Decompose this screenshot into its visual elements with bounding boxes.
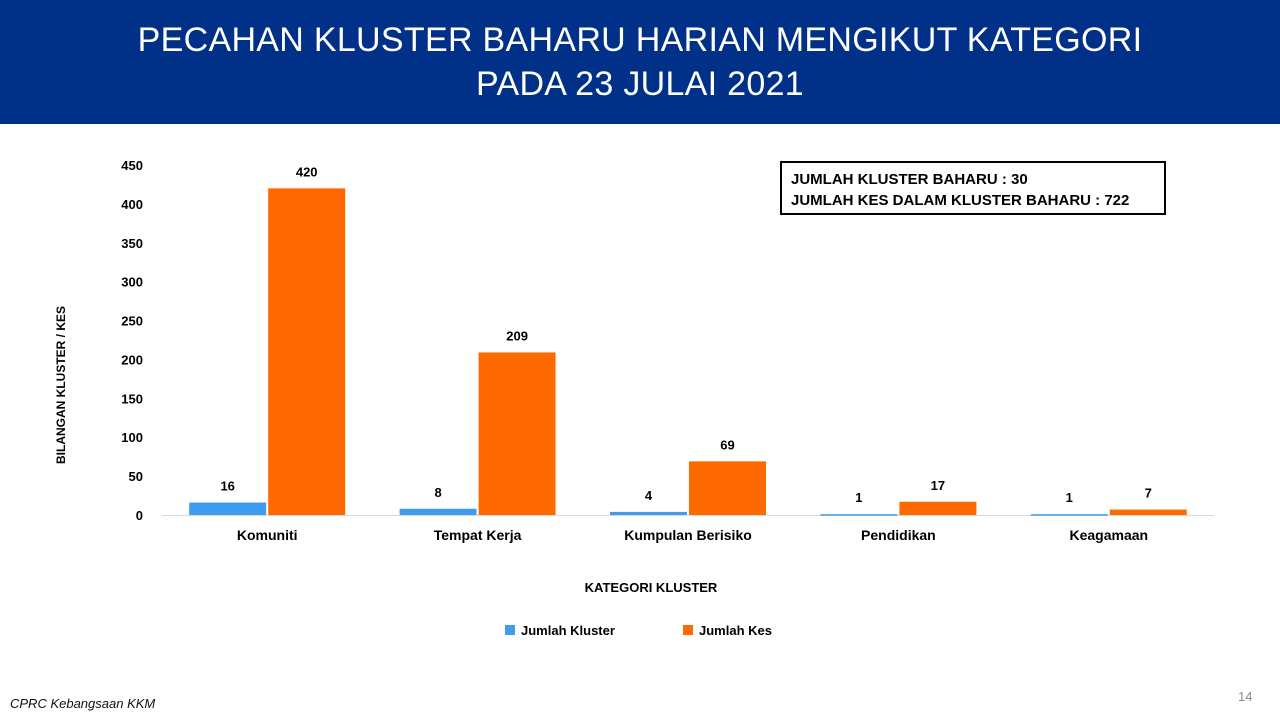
data-label: 4	[645, 488, 653, 503]
x-tick-label: Tempat Kerja	[434, 527, 522, 543]
data-label: 69	[720, 437, 734, 452]
page-title-line-2: PADA 23 JULAI 2021	[476, 65, 804, 103]
summary-box: JUMLAH KLUSTER BAHARU : 30 JUMLAH KES DA…	[780, 161, 1166, 215]
bar-jumlah-kluster	[399, 508, 477, 515]
page-title-line-1: PECAHAN KLUSTER BAHARU HARIAN MENGIKUT K…	[137, 21, 1143, 59]
summary-total-clusters: JUMLAH KLUSTER BAHARU : 30	[791, 171, 1028, 188]
x-tick-label: Keagamaan	[1070, 527, 1149, 543]
y-tick-label: 350	[121, 236, 143, 251]
bar-jumlah-kluster	[820, 514, 898, 516]
bar-jumlah-kes	[689, 461, 766, 515]
data-label: 1	[855, 490, 862, 505]
legend-label: Jumlah Kes	[699, 623, 772, 638]
page-number: 14	[1238, 689, 1253, 704]
y-tick-label: 150	[121, 391, 143, 406]
legend-swatch	[505, 625, 515, 635]
y-tick-label: 100	[121, 430, 143, 445]
y-tick-label: 450	[121, 158, 143, 173]
y-tick-label: 300	[121, 275, 143, 290]
bar-jumlah-kes	[478, 352, 556, 515]
data-label: 209	[506, 328, 528, 343]
y-tick-label: 400	[121, 197, 143, 212]
title-banner: PECAHAN KLUSTER BAHARU HARIAN MENGIKUT K…	[0, 0, 1280, 124]
data-label: 420	[296, 164, 318, 179]
data-label: 7	[1145, 486, 1152, 501]
source-note: CPRC Kebangsaan KKM	[10, 696, 156, 711]
y-tick-label: 0	[136, 508, 143, 523]
y-tick-label: 250	[121, 314, 143, 329]
y-tick-label: 50	[129, 469, 143, 484]
bar-jumlah-kluster	[610, 511, 687, 515]
x-tick-label: Kumpulan Berisiko	[624, 527, 752, 543]
bar-jumlah-kluster	[189, 502, 267, 515]
bar-jumlah-kluster	[1030, 514, 1108, 516]
bar-jumlah-kes	[1109, 509, 1187, 515]
bar-jumlah-kes	[268, 188, 346, 516]
data-label: 8	[434, 485, 441, 500]
bar-jumlah-kes	[899, 501, 977, 515]
x-tick-label: Komuniti	[237, 527, 298, 543]
x-axis-title: KATEGORI KLUSTER	[585, 580, 718, 595]
x-tick-label: Pendidikan	[861, 527, 936, 543]
bar-chart: 0 50 100 150 200 250 300 350 400 450 16 420 Komuniti…	[54, 158, 1214, 638]
data-label: 1	[1066, 490, 1073, 505]
legend-label: Jumlah Kluster	[521, 623, 615, 638]
data-label: 17	[931, 478, 945, 493]
y-axis-title: BILANGAN KLUSTER / KES	[54, 306, 68, 464]
legend-swatch	[683, 625, 693, 635]
summary-total-cases: JUMLAH KES DALAM KLUSTER BAHARU : 722	[791, 192, 1130, 209]
data-label: 16	[220, 479, 234, 494]
y-tick-label: 200	[121, 352, 143, 367]
